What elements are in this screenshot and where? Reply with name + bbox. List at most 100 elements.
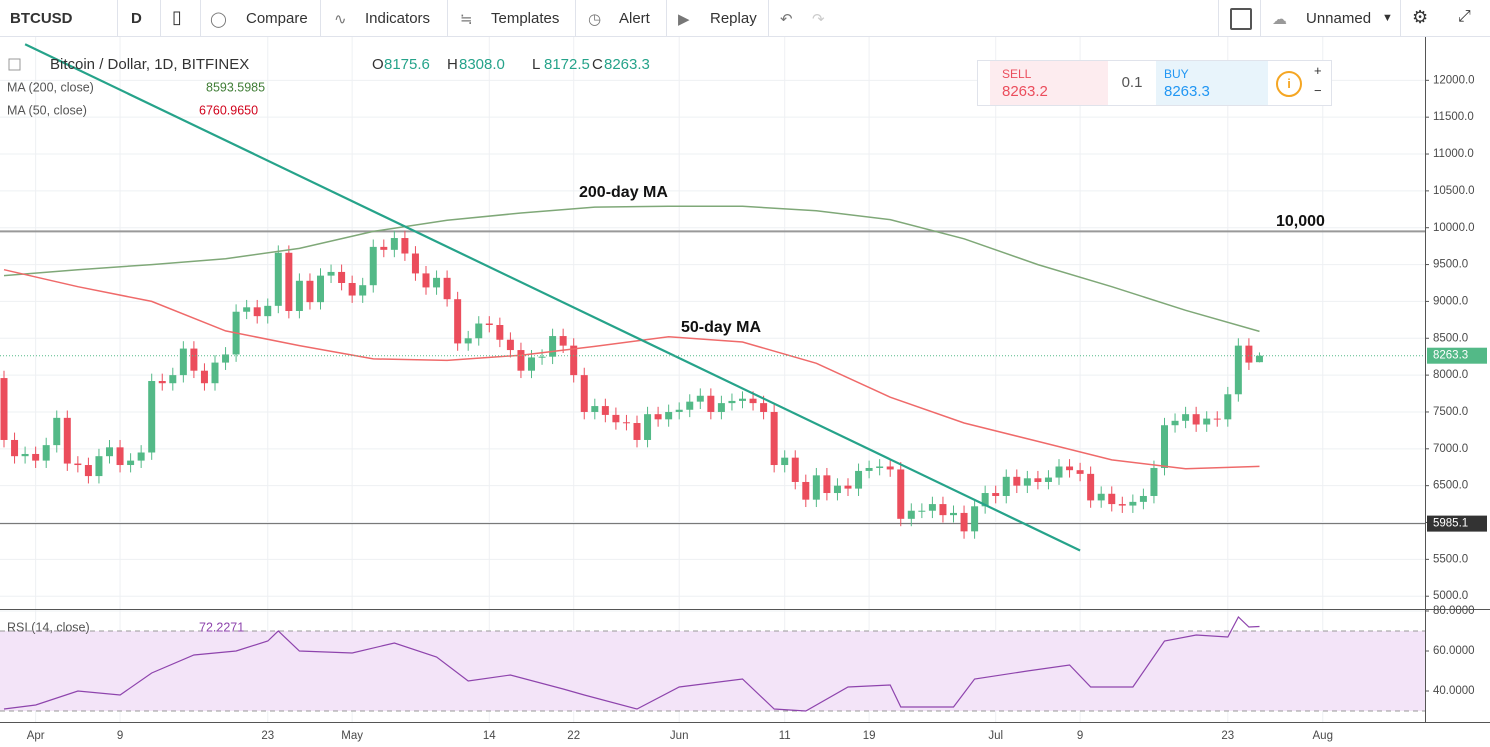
settings-button[interactable]: ⚙ <box>1412 7 1429 27</box>
candle-body <box>802 481 810 500</box>
candle-body <box>496 325 504 340</box>
candle-body <box>1097 493 1105 501</box>
candle-body <box>897 469 905 519</box>
candle-body <box>833 485 841 494</box>
y-tick-label: 40.0000 <box>1433 685 1475 697</box>
candle-body <box>791 457 799 482</box>
candle-body <box>200 370 208 384</box>
info-icon[interactable]: i <box>1276 71 1302 97</box>
x-tick-label: 22 <box>567 730 580 742</box>
candle-body <box>549 336 557 357</box>
axis-background <box>1425 37 1490 747</box>
interval[interactable]: D <box>131 10 142 27</box>
candle-body <box>380 246 388 250</box>
templates-icon: ≒ <box>460 11 473 28</box>
candle-body <box>506 339 514 351</box>
candle-body <box>1023 478 1031 486</box>
candle-body <box>1203 418 1211 425</box>
replay-button[interactable]: Replay <box>710 10 757 27</box>
candle-body <box>675 409 683 412</box>
sell-button[interactable]: SELL 8263.2 <box>990 61 1108 105</box>
candle-body <box>1034 478 1042 482</box>
last-price-label: 8263.3 <box>1433 350 1468 362</box>
plot: 200-day MA 50-day MA 10,000 Bitcoin / Dolla… <box>0 43 1425 712</box>
candle-body <box>1171 420 1179 426</box>
candle-body <box>612 414 620 423</box>
candle-body <box>84 465 92 477</box>
x-tick-label: 14 <box>483 730 496 742</box>
candle-body <box>1108 493 1116 505</box>
candle-body <box>274 252 282 306</box>
candle-body <box>32 453 40 461</box>
candle-body <box>601 406 609 415</box>
symbol[interactable]: BTCUSD <box>10 10 73 27</box>
indicators-button[interactable]: Indicators <box>365 10 431 27</box>
candle-body <box>1044 477 1052 482</box>
candle-body <box>633 423 641 440</box>
candle-body <box>1087 473 1095 501</box>
candle-body <box>454 299 462 344</box>
indicators-icon: ∿ <box>334 11 347 28</box>
x-tick-label: Apr <box>27 730 45 742</box>
candle-body <box>433 277 441 288</box>
moving-average <box>3 205 1260 333</box>
cloud-icon: ☁ <box>1272 11 1287 28</box>
candle-body <box>907 510 915 519</box>
candle-body <box>295 280 303 311</box>
grid <box>0 37 1425 722</box>
candle-body <box>1255 355 1263 363</box>
alert-icon: ◷ <box>588 11 602 28</box>
layout-menu[interactable]: ▼ <box>1382 12 1393 24</box>
chart-style-icon[interactable]: ▯ <box>172 7 182 27</box>
candle-body <box>11 439 19 457</box>
buy-button[interactable]: BUY 8263.3 <box>1156 61 1268 105</box>
x-tick-label: 9 <box>1077 730 1083 742</box>
undo-button[interactable]: ↶ <box>780 11 793 28</box>
candle-body <box>443 277 451 300</box>
candle-body <box>422 273 430 288</box>
alert-button[interactable]: Alert <box>619 10 650 27</box>
y-tick-label: 6500.0 <box>1433 480 1468 492</box>
trade-panel: SELL 8263.2 0.1 BUY 8263.3 i + − <box>977 60 1332 106</box>
zoom-in[interactable]: + <box>1314 63 1322 78</box>
fullscreen-button[interactable]: ⤢ <box>1458 8 1471 25</box>
candle-body <box>665 411 673 420</box>
y-tick-label: 5500.0 <box>1433 553 1468 565</box>
candle-body <box>464 338 472 344</box>
rsi-line <box>3 616 1260 712</box>
x-tick-label: 23 <box>1221 730 1234 742</box>
candle-body <box>306 280 314 303</box>
y-tick-label: 11500.0 <box>1433 111 1474 123</box>
candle-body <box>264 305 272 317</box>
templates-button[interactable]: Templates <box>491 10 560 27</box>
y-tick-label: 10500.0 <box>1433 185 1475 197</box>
sell-price: 8263.2 <box>1002 83 1048 100</box>
y-tick-label: 9500.0 <box>1433 259 1468 271</box>
candle-body <box>1161 425 1168 468</box>
candle-body <box>1066 466 1074 471</box>
candle-body <box>1055 466 1063 478</box>
redo-button[interactable]: ↷ <box>812 11 825 28</box>
candle-body <box>190 348 198 371</box>
candle-body <box>855 470 863 489</box>
ohlc-key: O <box>372 56 384 73</box>
candle-body <box>1245 345 1253 363</box>
candle-body <box>654 414 662 420</box>
chart-title: Bitcoin / Dollar, 1D, BITFINEX <box>50 56 249 73</box>
compare-button[interactable]: Compare <box>246 10 308 27</box>
legend-value: 6760.9650 <box>199 103 258 117</box>
candle-body <box>0 378 8 440</box>
x-tick-label: Jul <box>988 730 1003 742</box>
candle-body <box>823 475 831 494</box>
layout-icon[interactable] <box>1230 8 1252 30</box>
ohlc-value: 8172.5 <box>544 56 590 73</box>
candle-body <box>1224 394 1232 420</box>
legend-entry: MA (50, close) <box>7 103 87 117</box>
candle-body <box>591 406 599 412</box>
candle-body <box>781 457 789 466</box>
candle-body <box>580 375 588 412</box>
buy-label: BUY <box>1164 67 1189 81</box>
layout-name[interactable]: Unnamed <box>1306 10 1372 27</box>
zoom-out[interactable]: − <box>1314 83 1322 98</box>
